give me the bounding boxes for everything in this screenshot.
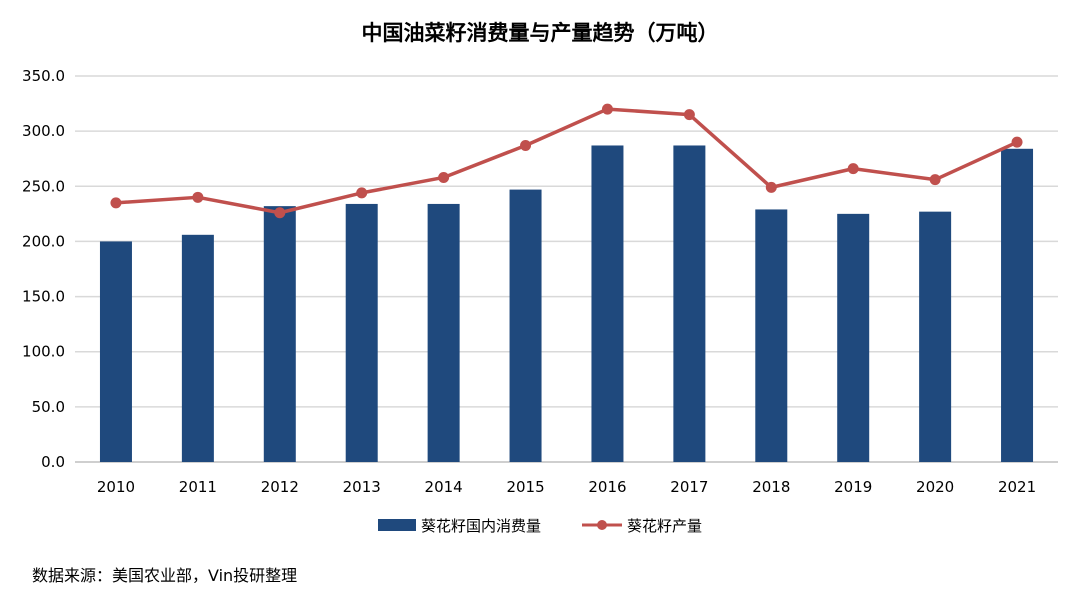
x-tick-label: 2014 (425, 478, 463, 496)
bar (837, 213, 870, 462)
chart-title: 中国油菜籽消费量与产量趋势（万吨） (362, 21, 719, 45)
line-point (929, 174, 941, 186)
line-point (847, 163, 859, 175)
line-point (438, 171, 450, 183)
x-tick-label: 2013 (343, 478, 381, 496)
x-tick-label: 2016 (588, 478, 626, 496)
line-point (683, 109, 695, 121)
bar (1001, 148, 1034, 462)
x-tick-label: 2011 (179, 478, 217, 496)
bar (591, 145, 624, 463)
legend-bar-swatch (378, 519, 416, 531)
y-tick-label: 300.0 (22, 122, 65, 140)
bar (99, 241, 132, 462)
y-tick-label: 200.0 (22, 232, 65, 250)
y-tick-label: 50.0 (32, 398, 65, 416)
bar (345, 203, 378, 462)
x-tick-label: 2019 (834, 478, 872, 496)
line-series (115, 107, 1018, 215)
bar (263, 206, 296, 462)
x-tick-label: 2010 (97, 478, 135, 496)
line-point (274, 207, 286, 219)
line-point (1011, 136, 1023, 148)
bar (181, 234, 214, 462)
x-tick-label: 2021 (998, 478, 1036, 496)
line-point (601, 103, 613, 115)
line-point (520, 139, 532, 151)
y-tick-label: 100.0 (22, 343, 65, 361)
legend-bar-label: 葵花籽国内消费量 (421, 517, 541, 535)
source-note: 数据来源：美国农业部，Vin投研整理 (32, 566, 298, 585)
bar (919, 211, 952, 462)
x-tick-label: 2012 (261, 478, 299, 496)
x-tick-label: 2018 (752, 478, 790, 496)
y-tick-label: 350.0 (22, 67, 65, 85)
legend-line-label: 葵花籽产量 (627, 517, 702, 535)
legend-line-marker (597, 520, 607, 530)
y-tick-label: 0.0 (41, 453, 65, 471)
line-point (765, 181, 777, 193)
y-tick-label: 150.0 (22, 288, 65, 306)
bar (427, 203, 460, 462)
line-point (192, 191, 204, 203)
x-tick-label: 2015 (506, 478, 544, 496)
line-point (356, 187, 368, 199)
bar (755, 209, 788, 462)
legend: 葵花籽国内消费量 葵花籽产量 (378, 517, 702, 535)
x-tick-label: 2020 (916, 478, 954, 496)
bar (673, 145, 706, 463)
y-tick-label: 250.0 (22, 177, 65, 195)
bar (509, 189, 542, 462)
line-point (110, 197, 122, 209)
x-tick-label: 2017 (670, 478, 708, 496)
